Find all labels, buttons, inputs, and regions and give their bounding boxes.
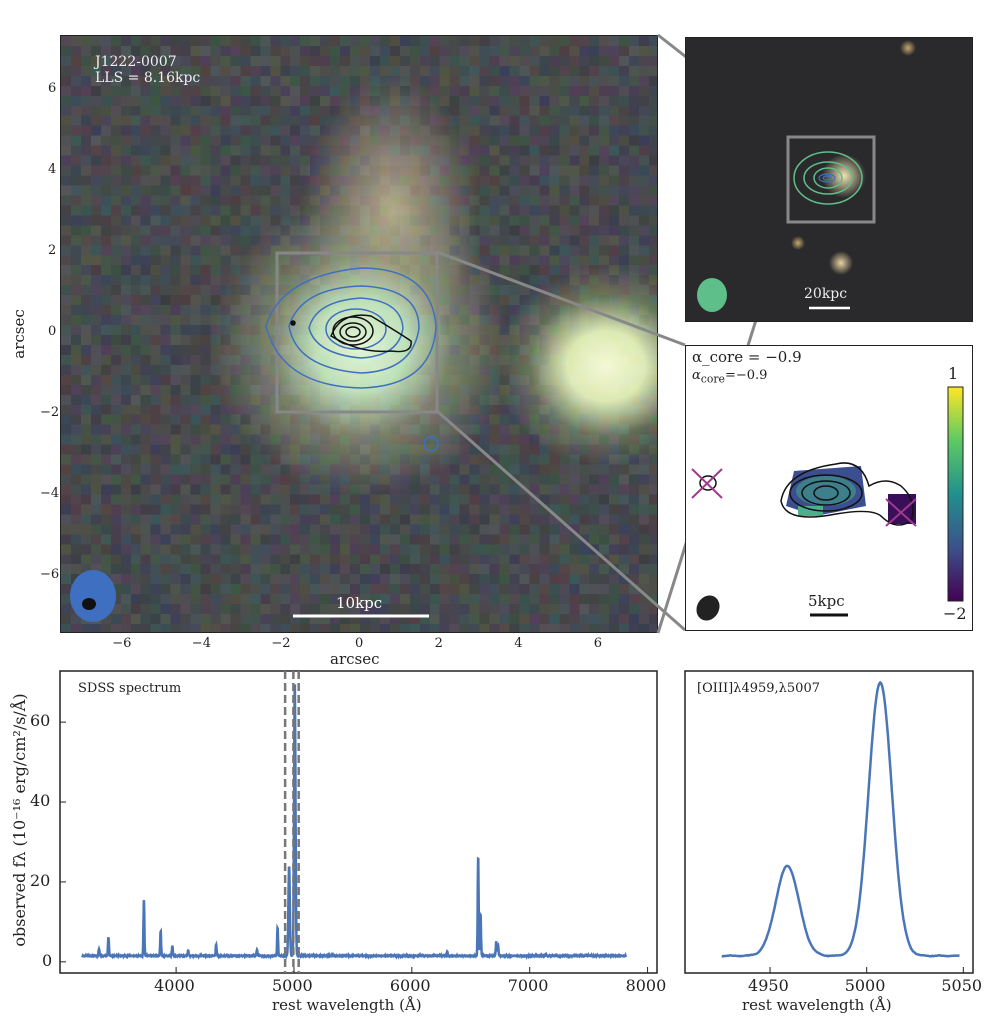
- spectrum-y-label: observed fλ (10⁻¹⁶ erg/cm²/s/Å): [10, 650, 30, 990]
- x-tick-label: 6000: [390, 976, 431, 995]
- y-tick-label: 0: [42, 951, 52, 970]
- oiii-title: [OIII]λ4959,λ5007: [697, 681, 820, 696]
- x-tick-label: 5000: [845, 976, 886, 995]
- x-tick-label: 4950: [748, 976, 789, 995]
- x-tick-label: 8000: [626, 976, 667, 995]
- y-tick-label: 20: [30, 871, 50, 890]
- x-tick-label: 5000: [272, 976, 313, 995]
- x-tick-label: 4000: [154, 976, 195, 995]
- spectra-plots: [0, 0, 999, 1024]
- spectrum-x-label: rest wavelength (Å): [272, 996, 422, 1014]
- y-tick-label: 60: [30, 711, 50, 730]
- oiii-line: [722, 683, 960, 957]
- x-tick-label: 7000: [508, 976, 549, 995]
- spectrum-frame: [60, 671, 657, 973]
- oiii-x-label: rest wavelength (Å): [742, 996, 892, 1014]
- spectrum-title: SDSS spectrum: [78, 681, 181, 696]
- oiii-frame: [685, 671, 973, 973]
- x-tick-label: 5050: [941, 976, 982, 995]
- spectrum-line: [82, 686, 627, 956]
- y-tick-label: 40: [30, 791, 50, 810]
